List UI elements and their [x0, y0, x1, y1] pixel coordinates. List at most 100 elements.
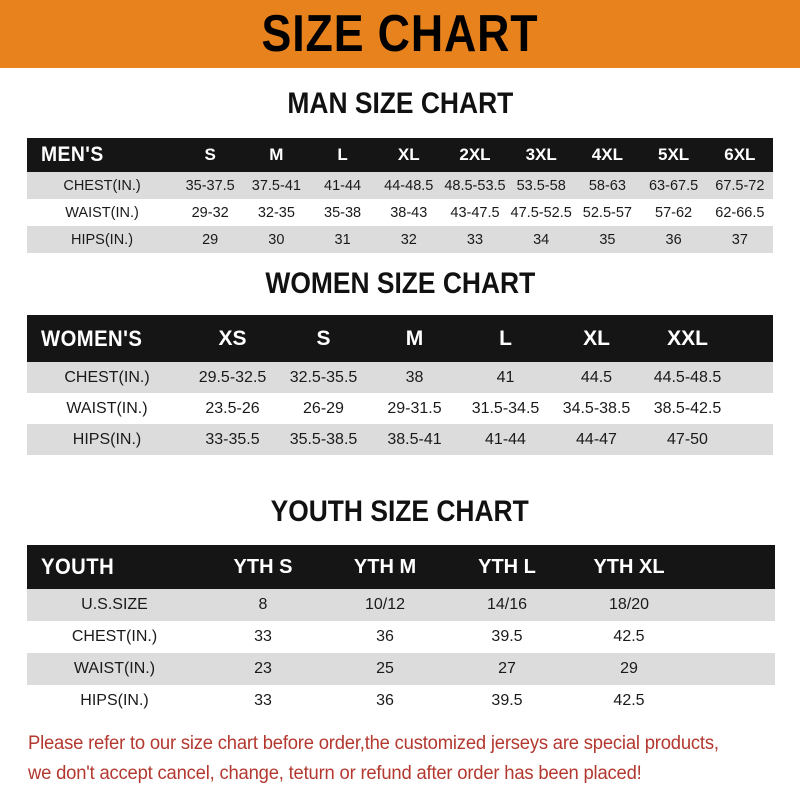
table-row: WAIST(IN.) 29-32 32-35 35-38 38-43 43-47.5 47.… — [27, 199, 773, 226]
women-cell-r0-c4: 44.5 — [580, 368, 613, 386]
women-cell-r2-c5: 47-50 — [667, 430, 708, 448]
women-cell-r0-c2: 38 — [405, 368, 424, 386]
youth-cell-r3-c1: 36 — [376, 692, 394, 709]
women-size-header-4: XL — [583, 326, 610, 350]
women-table-header-row: WOMEN'S XS S M L XL XXL — [27, 315, 773, 362]
table-row: WAIST(IN.) 23.5-26 26-29 29-31.5 31.5-34.5 34… — [27, 393, 773, 424]
table-row: HIPS(IN.) 29 30 31 32 33 34 35 36 37 — [27, 226, 773, 253]
youth-row-label-3: HIPS(IN.) — [80, 692, 149, 709]
women-cell-spacer — [733, 362, 773, 393]
man-corner-label-text: MEN'S — [41, 143, 104, 166]
youth-cell-r0-c3: 18/20 — [608, 596, 650, 613]
footer-line-2: we don't accept cancel, change, teturn o… — [28, 759, 780, 789]
man-size-header-5: 3XL — [525, 145, 557, 164]
youth-cell-r1-c1: 36 — [376, 628, 394, 645]
man-cell-r2-c1: 30 — [268, 231, 285, 248]
man-cell-r0-c1: 37.5-41 — [251, 177, 301, 194]
women-cell-r1-c0: 23.5-26 — [205, 399, 260, 417]
youth-cell-spacer — [690, 653, 775, 685]
page-header-banner: SIZE CHART — [0, 0, 800, 68]
women-cell-r1-c4: 34.5-38.5 — [562, 399, 631, 417]
man-cell-r2-c4: 33 — [466, 231, 484, 248]
man-cell-r0-c2: 41-44 — [324, 177, 362, 194]
man-cell-r2-c8: 37 — [731, 231, 748, 248]
women-cell-r1-c3: 31.5-34.5 — [471, 399, 540, 417]
man-size-header-7: 5XL — [657, 145, 690, 164]
youth-section-title-text: YOUTH SIZE CHART — [270, 495, 530, 528]
man-size-header-6: 4XL — [591, 145, 623, 164]
man-table-corner-label: MEN'S — [27, 138, 177, 172]
women-cell-r0-c0: 29.5-32.5 — [198, 368, 267, 386]
youth-section-title: YOUTH SIZE CHART — [0, 496, 800, 528]
man-cell-r0-c3: 44-48.5 — [384, 177, 434, 194]
man-row-label-2: HIPS(IN.) — [71, 231, 134, 248]
youth-cell-r3-c3: 42.5 — [613, 692, 645, 709]
women-table-corner-label: WOMEN'S — [27, 315, 187, 362]
table-row: WAIST(IN.) 23 25 27 29 — [27, 653, 775, 685]
women-cell-r2-c0: 33-35.5 — [205, 430, 260, 448]
man-cell-r0-c7: 63-67.5 — [648, 177, 699, 194]
women-cell-r2-c1: 35.5-38.5 — [289, 430, 358, 448]
women-cell-r2-c2: 38.5-41 — [387, 430, 442, 448]
man-cell-r1-c5: 47.5-52.5 — [510, 204, 572, 221]
man-cell-r2-c6: 35 — [599, 231, 616, 248]
footer-line-2-text: we don't accept cancel, change, teturn o… — [28, 763, 642, 784]
man-row-label-0: CHEST(IN.) — [63, 177, 141, 194]
man-section-title: MAN SIZE CHART — [0, 88, 800, 120]
women-cell-spacer — [733, 424, 773, 455]
women-cell-r2-c3: 41-44 — [485, 430, 526, 448]
women-section-title-text: WOMEN SIZE CHART — [265, 267, 535, 300]
table-row: CHEST(IN.) 33 36 39.5 42.5 — [27, 621, 775, 653]
women-size-header-2: M — [405, 326, 424, 350]
youth-table-body: YOUTH YTH S YTH M YTH L YTH XL U.S.SIZE 8 10/12… — [27, 545, 775, 717]
page-title: SIZE CHART — [261, 5, 539, 63]
women-size-header-5: XXL — [667, 326, 708, 350]
man-cell-r1-c0: 29-32 — [191, 204, 229, 221]
women-header-spacer — [733, 315, 773, 362]
footer-disclaimer: Please refer to our size chart before or… — [28, 729, 780, 789]
women-cell-r1-c2: 29-31.5 — [387, 399, 442, 417]
youth-corner-label-text: YOUTH — [41, 554, 115, 579]
women-row-label-0: CHEST(IN.) — [64, 368, 150, 386]
youth-cell-spacer — [690, 621, 775, 653]
youth-cell-r2-c3: 29 — [620, 660, 638, 677]
women-size-header-1: S — [316, 326, 331, 350]
youth-cell-r1-c2: 39.5 — [491, 628, 523, 645]
youth-cell-r3-c0: 33 — [254, 692, 272, 709]
man-cell-r0-c5: 53.5-58 — [516, 177, 566, 194]
man-cell-r0-c4: 48.5-53.5 — [444, 177, 506, 194]
man-table-header-row: MEN'S S M L XL 2XL 3XL 4XL 5XL 6XL — [27, 138, 773, 172]
youth-size-header-1: YTH M — [353, 555, 417, 578]
youth-cell-r2-c1: 25 — [376, 660, 394, 677]
table-row: HIPS(IN.) 33 36 39.5 42.5 — [27, 685, 775, 717]
man-size-header-0: S — [204, 145, 216, 164]
man-size-header-2: L — [337, 145, 348, 164]
man-cell-r2-c5: 34 — [533, 231, 550, 248]
women-cell-r1-c5: 38.5-42.5 — [653, 399, 722, 417]
man-cell-r0-c0: 35-37.5 — [185, 177, 235, 194]
man-size-header-1: M — [269, 145, 284, 164]
youth-cell-r0-c0: 8 — [258, 596, 268, 613]
youth-size-header-3: YTH XL — [593, 555, 665, 578]
table-row: HIPS(IN.) 33-35.5 35.5-38.5 38.5-41 41-44 44-… — [27, 424, 773, 455]
man-cell-r1-c1: 32-35 — [257, 204, 295, 221]
youth-row-label-0: U.S.SIZE — [81, 596, 148, 613]
table-row: CHEST(IN.) 35-37.5 37.5-41 41-44 44-48.5 48.5… — [27, 172, 773, 199]
women-cell-r0-c3: 41 — [496, 368, 515, 386]
footer-line-1: Please refer to our size chart before or… — [28, 729, 780, 759]
women-cell-r0-c1: 32.5-35.5 — [289, 368, 358, 386]
youth-table-corner-label: YOUTH — [27, 545, 202, 589]
women-row-label-1: WAIST(IN.) — [66, 399, 148, 417]
youth-cell-r2-c0: 23 — [254, 660, 272, 677]
women-cell-spacer — [733, 393, 773, 424]
man-cell-r1-c4: 43-47.5 — [450, 204, 500, 221]
man-cell-r1-c3: 38-43 — [390, 204, 428, 221]
youth-cell-r1-c0: 33 — [254, 628, 272, 645]
men-table-body: MEN'S S M L XL 2XL 3XL 4XL 5XL 6XL CHEST(IN.) 35-37… — [27, 138, 773, 253]
women-size-header-0: XS — [218, 326, 247, 350]
women-section-title: WOMEN SIZE CHART — [0, 268, 800, 300]
man-cell-r1-c2: 35-38 — [324, 204, 362, 221]
youth-cell-r0-c2: 14/16 — [486, 596, 528, 613]
man-cell-r1-c6: 52.5-57 — [582, 204, 632, 221]
